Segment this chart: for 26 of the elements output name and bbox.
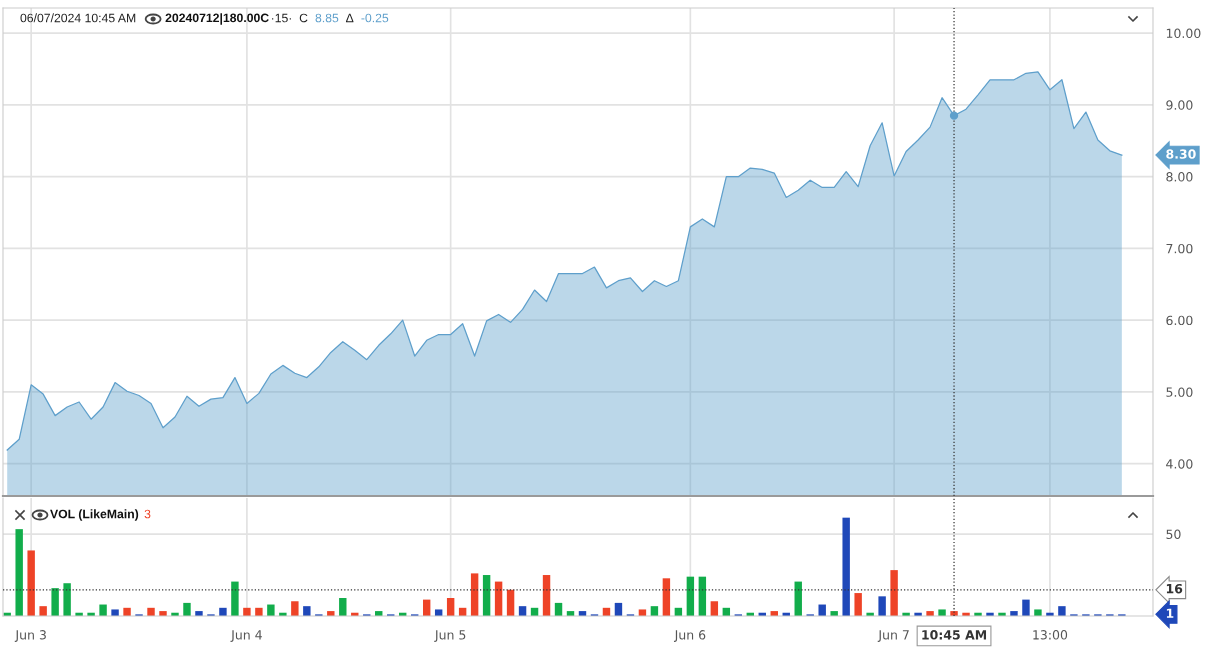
- annotation: Δ: [345, 13, 354, 23]
- annotation: 3: [144, 509, 151, 519]
- y-tick-label: 9.00: [1166, 100, 1193, 110]
- text: 8.30: [1166, 149, 1196, 159]
- annotation: 20240712|180.00C: [165, 13, 269, 25]
- x-tick-label: 10:45 AM: [922, 630, 987, 640]
- x-tick-label: Jun 6: [673, 630, 706, 642]
- x-tick-label: Jun 7: [877, 630, 909, 642]
- y-tick-label: 7.00: [1166, 243, 1193, 254]
- ref-line-label: 16: [1166, 583, 1183, 594]
- y-tick-label: 5.00: [1166, 387, 1193, 397]
- text: VOL (LikeMain): [50, 509, 139, 521]
- x-tick-label: Jun 3: [14, 630, 46, 642]
- annotation: 8.85: [315, 13, 339, 23]
- x-tick-label: Jun 5: [434, 630, 466, 642]
- y-tick-label: 8.00: [1166, 172, 1193, 182]
- x-tick-label: 13:00: [1033, 630, 1068, 640]
- y-tick-label: 4.00: [1166, 459, 1193, 469]
- annotation: -0.25: [361, 13, 389, 23]
- annotation: ·15· C: [272, 13, 308, 23]
- y-tick-label: 6.00: [1166, 315, 1193, 326]
- x-tick-label: Jun 4: [230, 630, 262, 642]
- text: 1: [1166, 608, 1174, 618]
- y-tick-label: 50: [1166, 529, 1181, 539]
- annotation: 06/07/2024 10:45 AM: [20, 13, 136, 23]
- y-tick-label: 10.00: [1166, 28, 1201, 39]
